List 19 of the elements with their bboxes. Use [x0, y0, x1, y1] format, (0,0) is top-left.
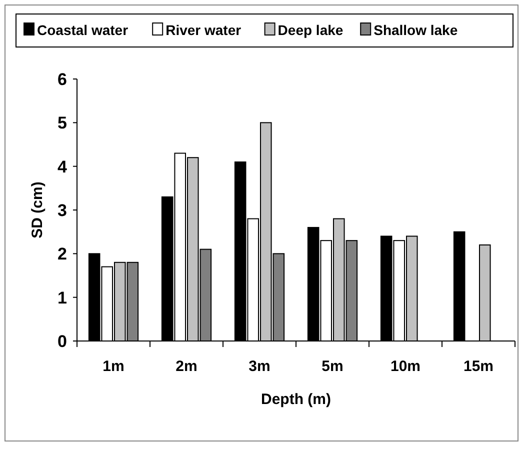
x-tick-label: 3m — [248, 358, 270, 375]
y-tick-label: 5 — [58, 114, 67, 133]
x-tick-label: 10m — [390, 358, 421, 375]
legend-label: River water — [166, 22, 242, 38]
x-tick-label: 15m — [463, 358, 494, 375]
x-tick-label: 5m — [322, 358, 344, 375]
x-tick-label: 2m — [176, 358, 198, 375]
y-tick-label: 2 — [58, 244, 67, 264]
y-tick-label: 0 — [58, 332, 67, 351]
y-tick-label: 4 — [58, 157, 68, 176]
y-axis-title: SD (cm) — [29, 182, 46, 238]
x-axis-title: Depth (m) — [261, 391, 331, 408]
legend-label: Shallow lake — [374, 22, 458, 38]
legend-label: Deep lake — [278, 22, 344, 38]
y-tick-label: 3 — [58, 201, 67, 220]
y-tick-label: 1 — [58, 288, 67, 308]
legend-label: Coastal water — [37, 22, 129, 38]
y-tick-label: 6 — [58, 70, 67, 89]
x-tick-label: 1m — [102, 358, 124, 375]
